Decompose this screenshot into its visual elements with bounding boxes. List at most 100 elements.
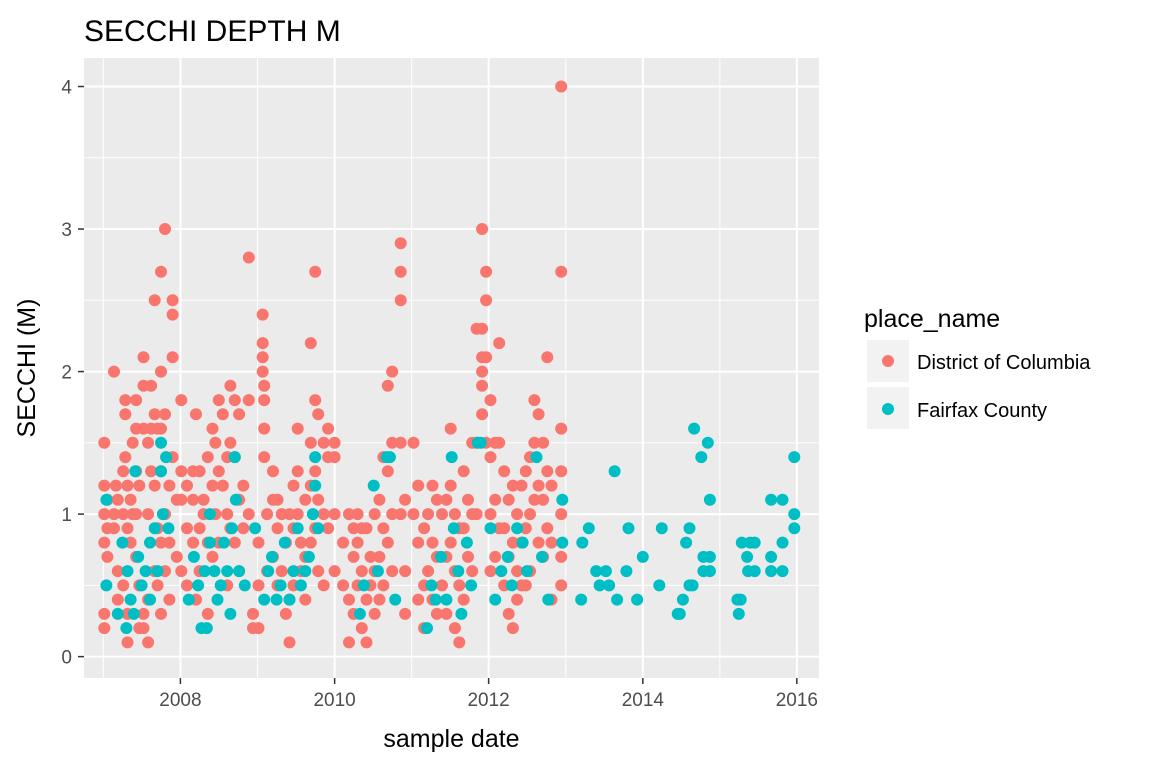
data-point <box>193 522 206 535</box>
data-point <box>203 536 216 549</box>
data-point <box>163 536 176 549</box>
data-point <box>242 394 255 407</box>
data-point <box>121 522 134 535</box>
data-point <box>166 351 179 364</box>
x-tick-label: 2016 <box>776 690 818 711</box>
data-point <box>121 479 134 492</box>
data-point <box>187 493 200 506</box>
chart-title: SECCHI DEPTH M <box>84 15 341 48</box>
data-point <box>317 436 330 449</box>
data-point <box>519 522 532 535</box>
data-point <box>145 465 158 478</box>
data-point <box>381 465 394 478</box>
data-point <box>386 436 399 449</box>
data-point <box>511 565 524 578</box>
data-point <box>734 593 747 606</box>
data-point <box>148 408 161 421</box>
data-point <box>175 465 188 478</box>
data-point <box>275 565 288 578</box>
data-point <box>476 408 489 421</box>
data-point <box>476 322 489 335</box>
data-point <box>109 479 122 492</box>
data-point <box>555 508 568 521</box>
data-point <box>622 522 635 535</box>
legend-entry-district-of-columbia: District of Columbia <box>867 340 1091 382</box>
data-point <box>484 565 497 578</box>
data-point <box>261 508 274 521</box>
data-point <box>355 565 368 578</box>
data-point <box>283 636 296 649</box>
data-point <box>556 536 569 549</box>
y-tick-label: 0 <box>61 648 72 669</box>
data-point <box>541 465 554 478</box>
data-point <box>187 550 200 563</box>
data-point <box>148 294 161 307</box>
data-point <box>495 565 508 578</box>
data-point <box>133 479 146 492</box>
data-point <box>360 593 373 606</box>
data-point <box>100 579 113 592</box>
data-point <box>386 508 399 521</box>
data-point <box>137 351 150 364</box>
data-point <box>412 593 425 606</box>
data-point <box>312 565 325 578</box>
data-point <box>371 565 384 578</box>
data-point <box>111 593 124 606</box>
data-point <box>252 622 265 635</box>
x-tick-label: 2008 <box>159 690 201 711</box>
data-point <box>291 422 304 435</box>
data-point <box>166 308 179 321</box>
data-point <box>175 565 188 578</box>
data-point <box>182 593 195 606</box>
data-point <box>351 508 364 521</box>
data-point <box>493 337 506 350</box>
data-point <box>732 607 745 620</box>
data-point <box>444 479 457 492</box>
data-point <box>221 565 234 578</box>
data-point <box>148 522 161 535</box>
data-point <box>383 451 396 464</box>
data-point <box>137 622 150 635</box>
data-point <box>418 522 431 535</box>
data-point <box>258 394 271 407</box>
data-point <box>98 607 111 620</box>
data-point <box>703 550 716 563</box>
data-point <box>144 536 156 549</box>
x-axis-title: sample date <box>383 725 519 753</box>
data-point <box>126 436 139 449</box>
legend-title: place_name <box>864 305 1000 333</box>
data-point <box>283 593 296 606</box>
data-point <box>430 607 443 620</box>
data-point <box>233 565 246 578</box>
data-point <box>360 636 373 649</box>
data-point <box>279 607 292 620</box>
data-point <box>181 522 193 535</box>
data-point <box>163 479 176 492</box>
data-point <box>386 565 399 578</box>
data-point <box>765 493 778 506</box>
data-point <box>98 536 111 549</box>
data-point <box>309 465 322 478</box>
data-point <box>130 394 143 407</box>
data-point <box>590 565 603 578</box>
data-point <box>776 536 789 549</box>
data-point <box>247 607 259 620</box>
data-point <box>175 493 188 506</box>
data-point <box>457 593 470 606</box>
data-point <box>542 593 555 606</box>
data-point <box>228 394 241 407</box>
data-point <box>545 479 558 492</box>
data-point <box>217 536 230 549</box>
data-point <box>788 522 801 535</box>
data-point <box>132 550 145 563</box>
data-point <box>555 265 568 278</box>
data-point <box>108 508 120 521</box>
data-point <box>137 607 150 620</box>
data-point <box>452 565 465 578</box>
data-point <box>422 508 435 521</box>
data-point <box>304 536 317 549</box>
data-point <box>394 436 407 449</box>
data-point <box>271 493 284 506</box>
data-point <box>703 493 716 506</box>
data-point <box>528 436 541 449</box>
